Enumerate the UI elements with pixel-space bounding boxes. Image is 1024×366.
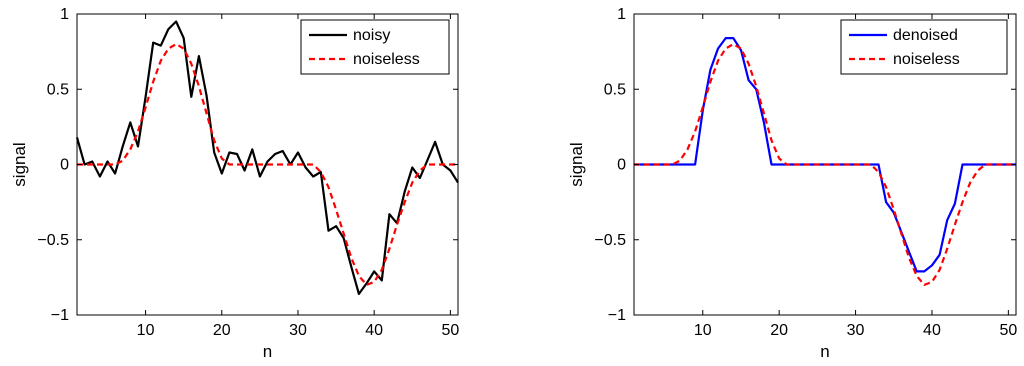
legend-label-denoised: denoised xyxy=(893,27,958,44)
x-tick-label: 30 xyxy=(289,322,307,339)
legend: denoised noiseless xyxy=(840,19,1008,75)
y-tick-label: 0 xyxy=(617,157,626,174)
y-tick-label: −1 xyxy=(51,307,69,324)
legend-label-noiseless: noiseless xyxy=(893,51,960,68)
x-tick-label: 30 xyxy=(847,322,865,339)
x-tick-label: 40 xyxy=(923,322,941,339)
chart-2: 10 20 30 40 50 1 0.5 0 −0.5 −1 n signal denoised nois… xyxy=(567,6,1017,361)
y-tick-label: 1 xyxy=(617,6,626,23)
legend-box xyxy=(840,19,1008,75)
x-tick-label: 20 xyxy=(213,322,231,339)
legend: noisy noiseless xyxy=(300,19,450,75)
y-tick-label: 0 xyxy=(60,157,69,174)
y-tick-label: −1 xyxy=(608,307,626,324)
series-line-noisy xyxy=(75,20,459,295)
chart-1: 10 20 30 40 50 1 0.5 0 −0.5 −1 n signal noisy noisele… xyxy=(10,6,459,361)
legend-label-noiseless: noiseless xyxy=(353,51,420,68)
series-line-noiseless xyxy=(634,42,1016,286)
y-tick-label: −0.5 xyxy=(37,232,69,249)
x-tick-label: 10 xyxy=(694,322,712,339)
x-tick-label: 40 xyxy=(365,322,383,339)
x-axis-label: n xyxy=(820,342,829,361)
y-tick-label: −0.5 xyxy=(594,232,626,249)
x-tick-label: 50 xyxy=(441,322,459,339)
legend-box xyxy=(300,19,450,75)
y-tick-label: 1 xyxy=(60,6,69,23)
x-tick-label: 20 xyxy=(770,322,788,339)
y-axis-label: signal xyxy=(567,142,586,186)
x-tick-label: 10 xyxy=(137,322,155,339)
y-tick-label: 0.5 xyxy=(604,81,626,98)
y-axis-label: signal xyxy=(10,142,29,186)
legend-label-noisy: noisy xyxy=(353,27,390,44)
series-line-noiseless xyxy=(77,42,458,286)
x-tick-label: 50 xyxy=(999,322,1017,339)
x-axis-label: n xyxy=(263,342,272,361)
y-tick-label: 0.5 xyxy=(47,81,69,98)
